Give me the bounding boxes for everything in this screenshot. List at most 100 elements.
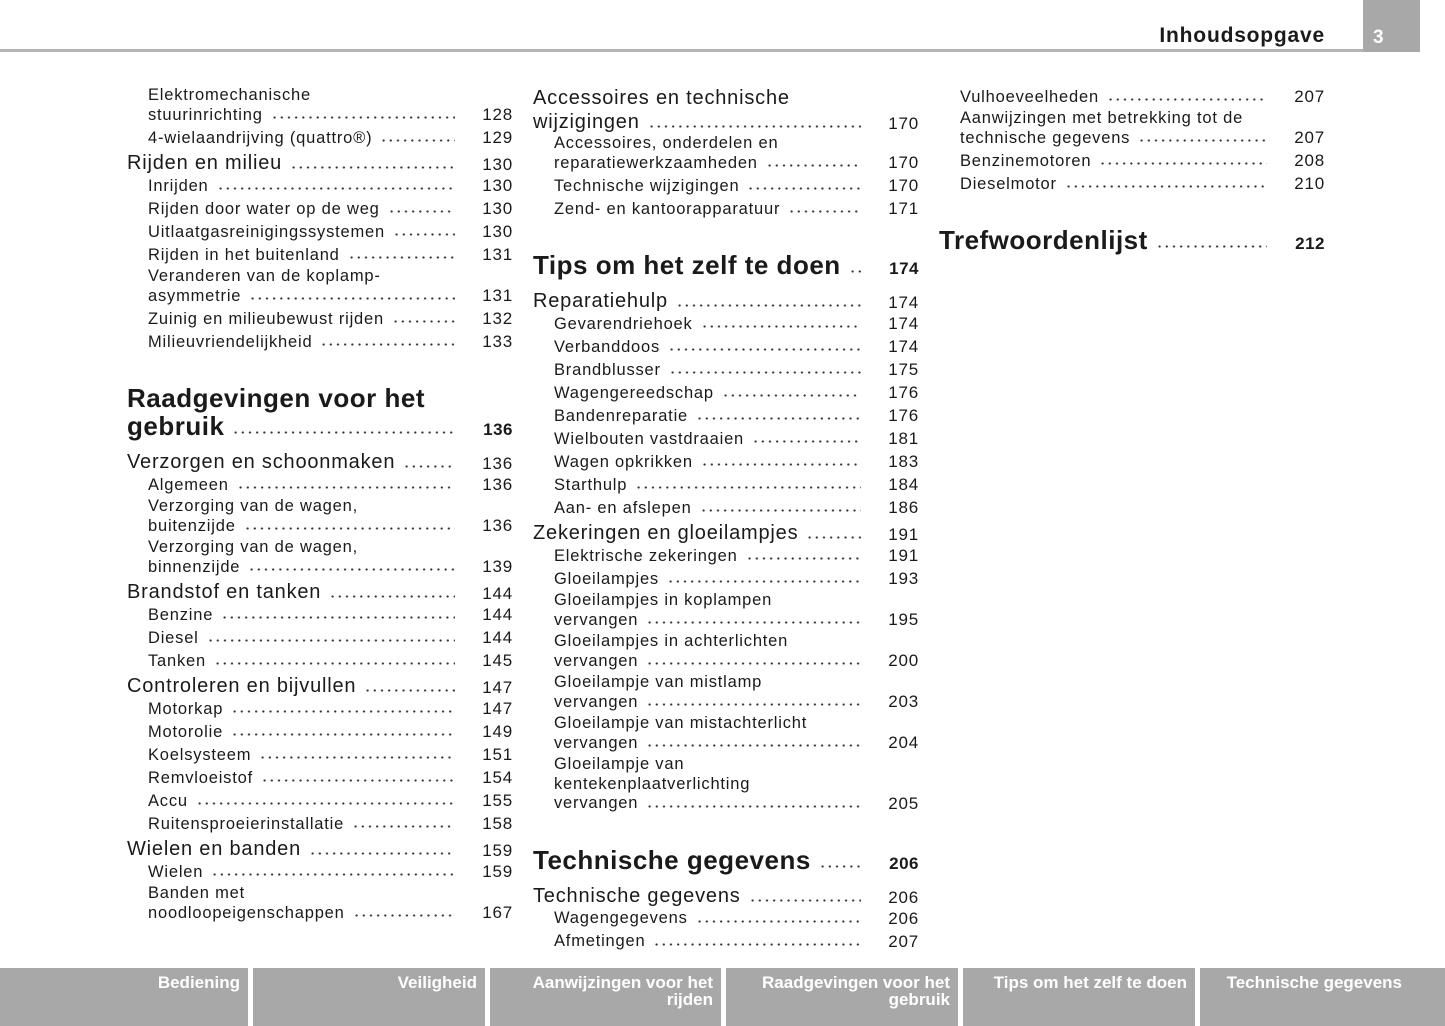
toc-entry[interactable]: Benzine 144 [127,604,513,625]
leader-dots [646,703,861,706]
toc-entry[interactable]: Verzorging van de wagen, binnenzijde 139 [127,538,513,577]
leader-dots [699,509,861,512]
toc-entry[interactable]: Brandstof en tanken 144 [127,580,513,604]
nav-tab[interactable]: Raadgevingen voor het gebruik [726,968,958,1026]
page-ref: 171 [888,199,919,218]
toc-entry[interactable]: Controleren en bijvullen 147 [127,674,513,698]
toc-entry[interactable]: Veranderen van de koplamp-asymmetrie 131 [127,267,513,306]
toc-entry[interactable]: Vulhoeveelheden 207 [939,86,1325,107]
leader-dots [364,689,455,692]
toc-entry[interactable]: Koelsysteem 151 [127,744,513,765]
toc-entry[interactable]: Gloeilampjes in achterlichten vervangen 20… [533,632,919,671]
toc-entry[interactable]: Banden met noodloopeigenschappen 167 [127,884,513,923]
toc-entry[interactable]: Inrijden 130 [127,175,513,196]
nav-tab[interactable]: Aanwijzingen voor het rijden [490,968,721,1026]
toc-entry[interactable]: Accessoires, onderdelen en reparatiewerkz… [533,134,919,173]
toc-entry[interactable]: Rijden door water op de weg 130 [127,198,513,219]
toc-entry[interactable]: Accu 155 [127,790,513,811]
leader-dots [1155,245,1267,248]
toc-entry[interactable]: Accessoires en technische wijzigingen 170 [533,86,919,134]
toc-entry[interactable]: Elektromechanische stuurinrichting 128 [127,86,513,125]
entry-text: Brandstof en tanken [127,580,461,604]
page-ref: 176 [888,406,919,425]
toc-entry[interactable]: Motorolie 149 [127,721,513,742]
toc-entry[interactable]: Dieselmotor 210 [939,173,1325,194]
toc-entry[interactable]: Technische gegevens 206 [533,846,919,874]
toc-entry[interactable]: Zuinig en milieubewust rijden 132 [127,308,513,329]
toc-entry[interactable]: Technische wijzigingen 170 [533,175,919,196]
entry-text: Accessoires, onderdelen en reparatiewerkz… [533,134,867,173]
toc-entry[interactable]: Wielen 159 [127,861,513,882]
entry-line: Technische gegevens [533,846,867,874]
entry-title: Verzorging van de wagen, [148,497,358,515]
toc-entry[interactable]: Reparatiehulp 174 [533,289,919,313]
toc-entry[interactable]: Raadgevingen voor het gebruik 136 [127,384,513,440]
toc-entry[interactable]: Zekeringen en gloeilampjes 191 [533,521,919,545]
entry-text: Wagengereedschap [533,384,867,404]
toc-entry[interactable]: Verzorgen en schoonmaken 136 [127,450,513,474]
nav-tab[interactable]: Bediening [0,968,248,1026]
leader-dots [231,733,455,736]
toc-entry[interactable]: Gloeilampjes 193 [533,568,919,589]
toc-entry[interactable]: Wagen opkrikken 183 [533,451,919,472]
toc-entry[interactable]: Technische gegevens 206 [533,884,919,908]
nav-tab[interactable]: Tips om het zelf te doen [963,968,1195,1026]
toc-entry[interactable]: Wagengereedschap 176 [533,382,919,403]
toc-entry[interactable]: Aan- en afslepen 186 [533,497,919,518]
tab-label: rijden [666,990,713,1009]
entry-title: vervangen [554,610,639,629]
toc-column: Elektromechanische stuurinrichting 128 4-wi… [127,86,513,925]
toc-entry[interactable]: Afmetingen 207 [533,931,919,952]
toc-entry[interactable]: Algemeen 136 [127,474,513,495]
toc-entry[interactable]: Remvloeistof 154 [127,767,513,788]
entry-title: Tanken [148,651,207,670]
toc-entry[interactable]: Gevarendriehoek 174 [533,313,919,334]
entry-title: Tips om het zelf te doen [533,250,841,280]
nav-tab[interactable]: Technische gegevens [1200,968,1445,1026]
nav-tab[interactable]: Veiligheid [253,968,485,1026]
entry-title: Controleren en bijvullen [127,675,357,697]
entry-line: binnenzijde [148,558,461,578]
entry-line: Uitlaatgasreinigingssystemen [148,223,461,243]
toc-entry[interactable]: Rijden en milieu 130 [127,151,513,175]
entry-title: Aanwijzingen met betrekking tot de [960,109,1244,127]
entry-text: Motorkap [127,700,461,720]
entry-line: noodloopeigenschappen [148,904,461,924]
entry-title: Remvloeistof [148,768,253,787]
toc-entry[interactable]: Rijden in het buitenland 131 [127,244,513,265]
toc-entry[interactable]: Gloeilampje van kentekenplaatverlichting v… [533,755,919,814]
toc-entry[interactable]: Uitlaatgasreinigingssystemen 130 [127,221,513,242]
toc-entry[interactable]: Starthulp 184 [533,474,919,495]
toc-entry[interactable]: Brandblusser 175 [533,359,919,380]
toc-entry[interactable]: Bandenreparatie 176 [533,405,919,426]
toc-entry[interactable]: Gloeilampje van mistlamp vervangen 203 [533,673,919,712]
page-ref: 149 [482,722,513,741]
entry-line: Benzinemotoren [960,152,1273,172]
toc-entry[interactable]: Elektrische zekeringen 191 [533,545,919,566]
toc-entry[interactable]: Wielbouten vastdraaien 181 [533,428,919,449]
page-ref: 200 [888,651,919,670]
toc-entry[interactable]: Wielen en banden 159 [127,837,513,861]
toc-entry[interactable]: Gloeilampjes in koplampen vervangen 195 [533,591,919,630]
toc-entry[interactable]: Benzinemotoren 208 [939,150,1325,171]
toc-entry[interactable]: Ruitensproeierinstallatie 158 [127,813,513,834]
toc-entry[interactable]: Gloeilampje van mistachterlicht vervangen… [533,714,919,753]
toc-entry[interactable]: Motorkap 147 [127,698,513,719]
toc-entry[interactable]: Wagengegevens 206 [533,908,919,929]
toc-entry[interactable]: 4-wielaandrijving (quattro®) 129 [127,127,513,148]
page-ref: 186 [888,498,919,517]
entry-title: Benzinemotoren [960,151,1092,170]
toc-entry[interactable]: Diesel 144 [127,627,513,648]
entry-line: Tanken [148,652,461,672]
toc-entry[interactable]: Zend- en kantoorapparatuur 171 [533,198,919,219]
toc-entry[interactable]: Verzorging van de wagen, buitenzijde 136 [127,497,513,536]
toc-entry[interactable]: Aanwijzingen met betrekking tot de techni… [939,109,1325,148]
entry-text: Vulhoeveelheden [939,88,1273,108]
toc-entry[interactable]: Verbanddoos 174 [533,336,919,357]
entry-title: Ruitensproeierinstallatie [148,814,345,833]
toc-entry[interactable]: Tips om het zelf te doen 174 [533,251,919,279]
toc-entry[interactable]: Tanken 145 [127,650,513,671]
entry-text: Elektromechanische stuurinrichting [127,86,461,125]
toc-entry[interactable]: Trefwoordenlijst 212 [939,226,1325,254]
toc-entry[interactable]: Milieuvriendelijkheid 133 [127,331,513,352]
